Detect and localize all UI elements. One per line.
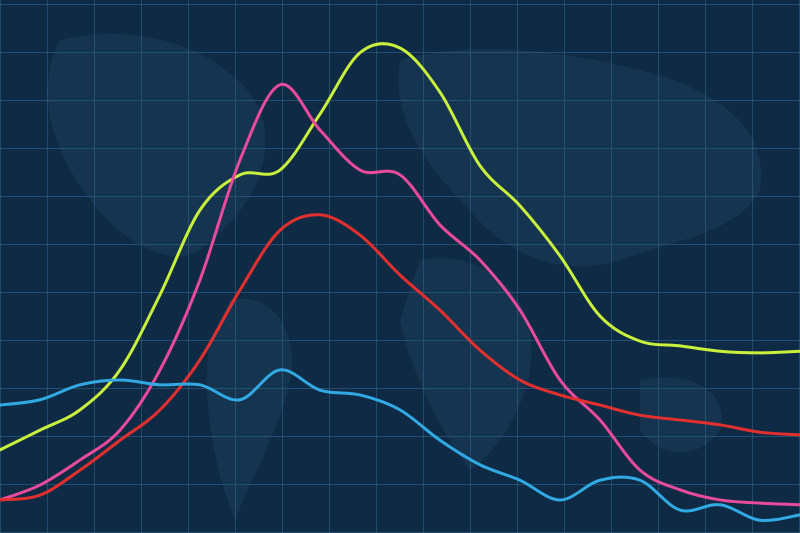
series-line <box>0 368 800 522</box>
series-line <box>0 213 800 502</box>
series-group <box>0 42 800 522</box>
series-line <box>0 83 800 507</box>
series-line <box>0 42 800 452</box>
